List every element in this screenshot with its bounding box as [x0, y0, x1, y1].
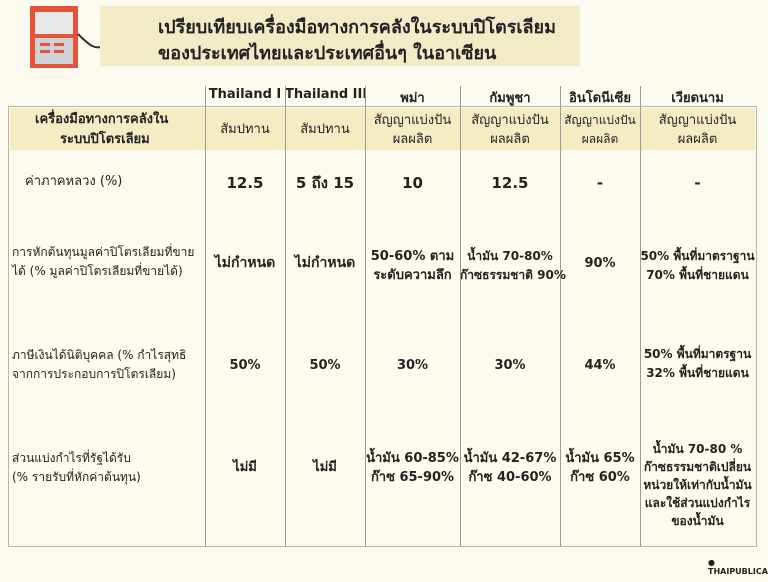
row-label-cost-deduction: การหักต้นทุนมูลค่าปิโตรเลียมที่ขาย ได้ (%…	[12, 245, 195, 278]
page-title-line2: ของประเทศไทยและประเทศอื่นๆ ในอาเซียน	[158, 43, 497, 64]
table-cell: น้ำมัน 70-80% ก๊าซธรรมชาติ 90%	[460, 249, 566, 282]
table-cell: ไม่มี	[313, 460, 337, 475]
table-cell: 5 ถึง 15	[295, 174, 355, 192]
header-cell: สัญญาแบ่งปัน ผลผลิต	[471, 113, 549, 147]
column-divider	[205, 86, 206, 546]
table-cell: น้ำมัน 42-67% ก๊าซ 40-60%	[463, 451, 557, 485]
column-header-cambodia: กัมพูชา	[489, 91, 531, 106]
page-title-line1: เปรียบเทียบเครื่องมือทางการคลังในระบบปิโ…	[158, 17, 556, 38]
row-label-profit-share: ส่วนแบ่งกำไรที่รัฐได้รับ (% รายรับที่หักค…	[12, 451, 141, 484]
table-cell: 50-60% ตาม ระดับความลึก	[370, 249, 455, 283]
table-cell: 30%	[396, 358, 429, 373]
header-row-band	[10, 108, 755, 150]
table-frame	[8, 106, 757, 547]
title-band: เปรียบเทียบเครื่องมือทางการคลังในระบบปิโ…	[100, 6, 580, 66]
thaipublica-logo: ● THAIPUBLICA	[708, 558, 768, 576]
table-cell: 50% พื้นที่มาตราฐาน 70% พื้นที่ชายแดน	[640, 249, 755, 282]
table-cell: -	[694, 174, 701, 192]
keyhole-icon: ●	[708, 558, 715, 567]
column-header-thailand-1: Thailand I	[208, 87, 282, 102]
table-cell: ไม่มี	[233, 460, 257, 475]
column-divider	[640, 86, 641, 546]
table-cell: 30%	[494, 358, 526, 373]
table-cell: 12.5	[491, 174, 529, 192]
header-cell: สัมปทาน	[300, 122, 350, 137]
table-cell: 50% พื้นที่มาตรฐาน 32% พื้นที่ชายแดน	[643, 347, 752, 380]
table-cell: 12.5	[226, 174, 264, 192]
table-cell: น้ำมัน 70-80 % ก๊าซธรรมชาติเปลี่ยน หน่วยให…	[643, 442, 752, 528]
header-label-line2: ระบบปิโตรเลียม	[60, 132, 150, 147]
column-header-myanmar: พม่า	[400, 91, 425, 106]
column-header-vietnam: เวียดนาม	[671, 91, 724, 106]
header-cell: สัญญาแบ่งปัน ผลผลิต	[373, 113, 452, 147]
column-divider	[285, 86, 286, 546]
row-label-royalty: ค่าภาคหลวง (%)	[25, 174, 123, 189]
table-cell: 90%	[584, 256, 616, 271]
header-cell: สัมปทาน	[220, 122, 270, 137]
table-cell: น้ำมัน 65% ก๊าซ 60%	[565, 451, 635, 485]
table-cell: -	[596, 174, 604, 192]
table-cell: 50%	[309, 358, 341, 373]
column-divider	[365, 86, 366, 546]
table-cell: ไม่กำหนด	[294, 255, 356, 271]
header-label-line1: เครื่องมือทางการคลังใน	[35, 112, 169, 127]
column-header-thailand-3: Thailand III	[285, 87, 368, 102]
column-divider	[460, 86, 461, 546]
table-cell: 50%	[229, 358, 261, 373]
header-cell: สัญญาแบ่งปัน ผลผลิต	[658, 113, 737, 147]
row-label-corporate-tax: ภาษีเงินได้นิติบุคคล (% กำไรสุทธิ จากการป…	[12, 348, 187, 381]
column-header-indonesia: อินโดนีเซีย	[569, 91, 631, 106]
table-cell: 44%	[584, 358, 616, 373]
table-cell: 10	[402, 174, 423, 192]
column-divider	[560, 86, 561, 546]
logo-text: THAIPUBLICA	[708, 567, 768, 576]
header-cell: สัญญาแบ่งปัน ผลผลิต	[564, 113, 636, 146]
table-cell: น้ำมัน 60-85% ก๊าซ 65-90%	[366, 451, 459, 485]
table-cell: ไม่กำหนด	[214, 255, 276, 271]
